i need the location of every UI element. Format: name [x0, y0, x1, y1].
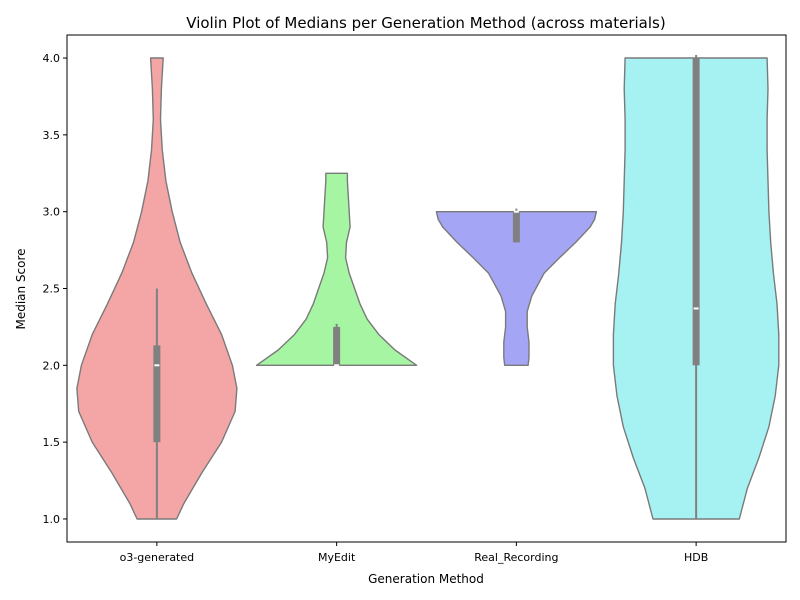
x-tick-label: Real_Recording	[474, 551, 558, 564]
x-tick-label: o3-generated	[120, 551, 195, 564]
y-tick-label: 2.0	[43, 359, 61, 372]
plot-frame	[66, 34, 787, 543]
y-tick-label: 2.5	[43, 283, 61, 296]
y-tick-label: 4.0	[43, 52, 61, 65]
x-tick-label: MyEdit	[318, 551, 356, 564]
y-tick-label: 1.0	[43, 513, 61, 526]
violin-iqr-box	[692, 58, 700, 366]
violins-layer	[76, 54, 780, 520]
x-axis: o3-generated MyEdit Real_Recording HDB	[120, 542, 708, 564]
violin-body	[255, 172, 418, 366]
y-axis-label: Median Score	[14, 248, 28, 329]
x-axis-label: Generation Method	[368, 572, 484, 586]
y-tick-label: 1.5	[43, 436, 61, 449]
violin-iqr-box	[512, 211, 520, 243]
x-tick-label: HDB	[684, 551, 708, 564]
y-tick-label: 3.0	[43, 206, 61, 219]
chart-title: Violin Plot of Medians per Generation Me…	[186, 14, 665, 32]
violin-body	[435, 211, 598, 366]
violin-iqr-box	[153, 345, 161, 443]
violin-iqr-box	[333, 326, 341, 366]
y-axis: 1.0 1.5 2.0 2.5 3.0 3.5 4.0	[43, 52, 67, 526]
y-tick-label: 3.5	[43, 129, 61, 142]
